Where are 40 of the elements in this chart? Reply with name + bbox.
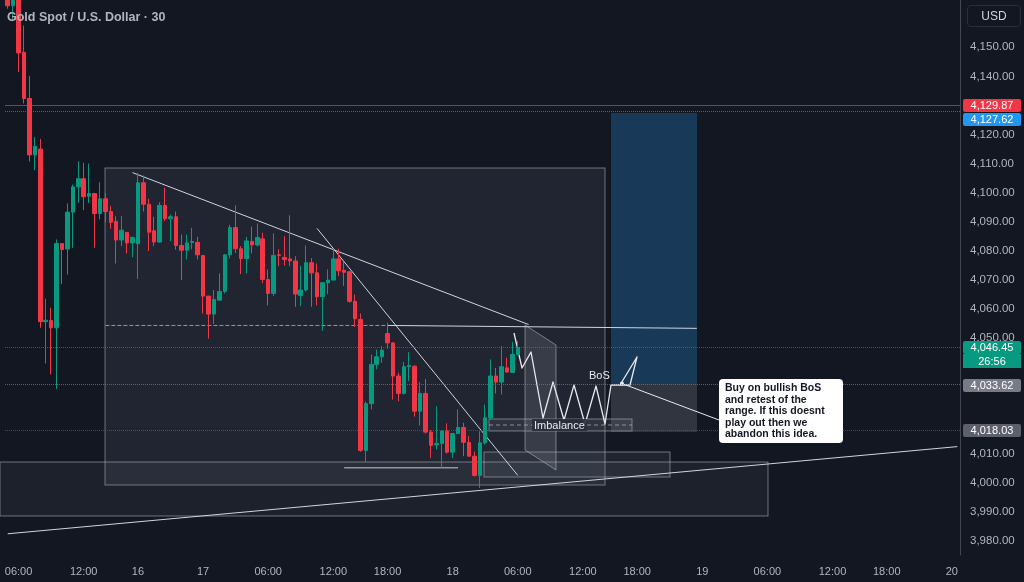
y-tick-label: 4,080.00 bbox=[970, 243, 1015, 256]
text: USD bbox=[967, 5, 1021, 27]
x-tick-label: 20 bbox=[945, 564, 958, 577]
x-tick-label: 12:00 bbox=[818, 564, 847, 577]
x-tick-label: 16 bbox=[131, 564, 145, 577]
y-tick-label: 4,100.00 bbox=[970, 185, 1015, 198]
x-tick-label: 12:00 bbox=[569, 564, 597, 577]
x-tick-label: 18:00 bbox=[373, 564, 402, 577]
x-tick-label: 18:00 bbox=[623, 564, 651, 577]
x-tick-label: 18 bbox=[446, 564, 459, 577]
y-tick-label: 4,070.00 bbox=[970, 272, 1015, 285]
x-tick-label: 17 bbox=[196, 564, 210, 577]
annotation: Imbalance bbox=[532, 419, 587, 431]
y-tick-label: 4,140.00 bbox=[970, 69, 1015, 82]
y-tick-label: 4,150.00 bbox=[970, 40, 1015, 53]
ref-line-label: 4,129.87 bbox=[963, 98, 1021, 112]
x-tick-label: 18:00 bbox=[872, 564, 901, 577]
y-tick-label: 4,050.00 bbox=[970, 331, 1015, 344]
y-tick-label: 4,110.00 bbox=[970, 156, 1014, 169]
y-tick-label: 4,090.00 bbox=[970, 214, 1015, 227]
y-tick-label: 4,120.00 bbox=[970, 127, 1015, 140]
x-tick-label: 06:00 bbox=[753, 564, 782, 577]
annotation: Buy on bullish BoS and retest of the range. If this doesnt play out then we abandon this idea. bbox=[719, 379, 843, 443]
text: 26:56 bbox=[963, 354, 1021, 369]
x-tick-label: 06:00 bbox=[254, 564, 282, 577]
ref-line-label: 4,046.45 bbox=[963, 341, 1021, 355]
y-tick-label: 3,980.00 bbox=[970, 534, 1015, 547]
x-tick-label: 19 bbox=[696, 564, 709, 577]
ref-line-label: 4,127.62 bbox=[963, 112, 1021, 126]
ref-line-label: 4,033.62 bbox=[963, 378, 1021, 392]
x-tick-label: 12:00 bbox=[69, 564, 98, 577]
ref-line-label: 4,018.03 bbox=[963, 423, 1021, 437]
x-tick-label: 06:00 bbox=[4, 564, 33, 577]
x-tick-label: 06:00 bbox=[504, 564, 532, 577]
x-tick-label: 12:00 bbox=[319, 564, 348, 577]
y-tick-label: 4,010.00 bbox=[970, 447, 1015, 460]
y-tick-label: 3,990.00 bbox=[970, 505, 1015, 518]
annotation: BoS bbox=[589, 369, 610, 381]
y-tick-label: 4,060.00 bbox=[970, 302, 1015, 315]
y-tick-label: 4,000.00 bbox=[970, 476, 1015, 489]
